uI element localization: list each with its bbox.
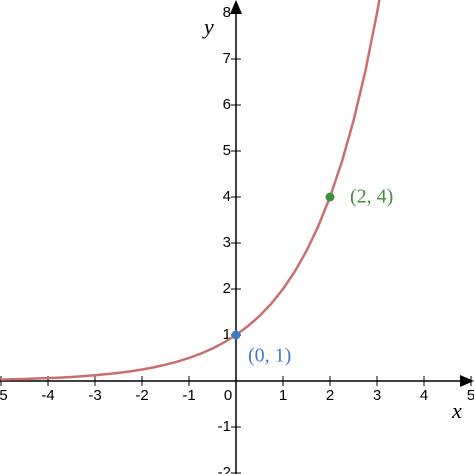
x-tick-label: -1 xyxy=(182,387,195,404)
y-tick-label: 5 xyxy=(223,142,231,159)
y-tick-label: -2 xyxy=(218,464,231,474)
point xyxy=(325,192,335,202)
x-tick-label: 5 xyxy=(467,387,474,404)
point-label: (0, 1) xyxy=(248,345,291,367)
y-arrow xyxy=(230,0,242,14)
y-tick-label: 4 xyxy=(223,188,231,205)
x-tick-label: -5 xyxy=(0,387,8,404)
x-tick-label: 1 xyxy=(279,387,287,404)
x-tick-label: 0 xyxy=(224,387,232,404)
x-arrow xyxy=(460,375,474,387)
curve xyxy=(0,0,381,381)
x-tick-label: -3 xyxy=(88,387,101,404)
x-tick-label: 3 xyxy=(373,387,381,404)
point xyxy=(231,330,241,340)
point-label: (2, 4) xyxy=(350,186,393,208)
y-tick-label: 7 xyxy=(223,50,231,67)
x-tick-label: 2 xyxy=(326,387,334,404)
y-tick-label: 3 xyxy=(223,234,231,251)
y-tick-label: 6 xyxy=(223,96,231,113)
y-axis-label: y xyxy=(202,14,214,39)
x-tick-label: -2 xyxy=(135,387,148,404)
y-tick-label: 8 xyxy=(223,4,231,21)
y-tick-label: -1 xyxy=(218,418,231,435)
y-tick-label: 1 xyxy=(223,326,231,343)
y-tick-label: 2 xyxy=(223,280,231,297)
x-axis-label: x xyxy=(451,398,462,423)
x-tick-label: 4 xyxy=(420,387,428,404)
x-tick-label: -4 xyxy=(41,387,54,404)
